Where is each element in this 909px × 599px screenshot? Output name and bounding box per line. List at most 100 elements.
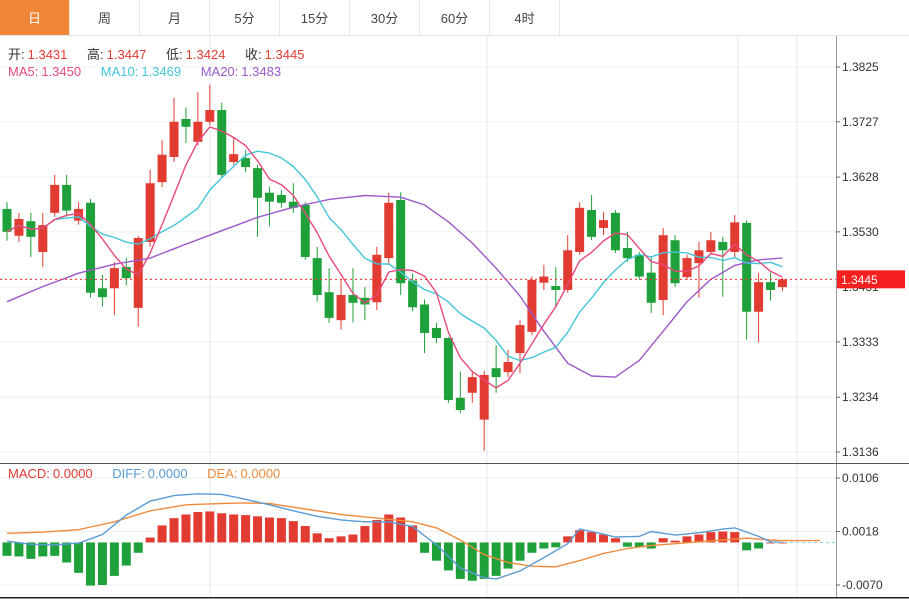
ma20-value: 1.3483: [241, 64, 282, 79]
candle-body: [145, 183, 155, 242]
close-label: 收:: [245, 47, 262, 62]
macd-histogram-bar: [610, 538, 620, 543]
macd-histogram-bar: [396, 517, 406, 543]
macd-histogram-bar: [360, 526, 370, 543]
price-axis-label: 1.3333: [842, 335, 879, 349]
candle-body: [634, 254, 644, 277]
open-value: 1.3431: [27, 47, 68, 62]
candle-body: [467, 377, 477, 393]
high-label: 高:: [87, 47, 104, 62]
macd-histogram-bar: [467, 542, 477, 581]
candle-body: [205, 110, 215, 122]
candle-body: [742, 222, 752, 312]
macd-histogram-bar: [348, 534, 358, 543]
candle-body: [86, 202, 96, 293]
candle-body: [62, 184, 72, 211]
candle-body: [109, 268, 119, 289]
macd-histogram-bar: [300, 526, 310, 543]
macd-axis-label: 0.0018: [842, 525, 879, 539]
macd-histogram-bar: [730, 532, 740, 543]
ohlc-high: 高: 1.3447: [87, 47, 146, 62]
low-value: 1.3424: [185, 47, 226, 62]
macd-histogram-bar: [622, 542, 632, 547]
ma20-label: MA20:: [200, 64, 239, 79]
candle-body: [730, 222, 740, 252]
macd-axis-label: 0.0106: [842, 471, 879, 485]
macd-histogram-bar: [62, 542, 72, 563]
macd-histogram-bar: [670, 540, 680, 543]
tab-15min[interactable]: 15分: [280, 0, 350, 35]
macd-histogram-bar: [551, 542, 561, 548]
macd-histogram-bar: [599, 534, 608, 543]
tab-30min[interactable]: 30分: [350, 0, 420, 35]
close-value: 1.3445: [264, 47, 305, 62]
macd-histogram-bar: [563, 536, 573, 543]
tab-4hour[interactable]: 4时: [490, 0, 560, 35]
macd-histogram-bar: [264, 517, 274, 543]
macd-histogram-bar: [74, 542, 84, 573]
macd-histogram-bar: [133, 542, 143, 553]
candle-body: [527, 279, 537, 332]
candle-body: [515, 325, 525, 354]
macd-histogram-bar: [515, 542, 525, 561]
macd-histogram-bar: [312, 533, 322, 543]
candle-body: [408, 280, 418, 308]
macd-histogram-bar: [718, 531, 728, 543]
tab-day[interactable]: 日: [0, 0, 70, 35]
macd-histogram-bar: [431, 542, 441, 561]
ohlc-close: 收: 1.3445: [245, 47, 304, 62]
macd-histogram-bar: [527, 542, 537, 553]
tab-month[interactable]: 月: [140, 0, 210, 35]
candle-body: [646, 272, 656, 303]
candle-body: [622, 248, 632, 259]
ma5-value: 1.3450: [41, 64, 82, 79]
candle-body: [455, 397, 465, 411]
macd-histogram-bar: [742, 542, 752, 551]
candle-body: [241, 158, 251, 168]
candle-body: [193, 121, 203, 142]
macd-label: MACD:: [8, 466, 50, 481]
candle-body: [706, 240, 716, 252]
macd-histogram-bar: [587, 532, 597, 543]
tab-week[interactable]: 周: [70, 0, 140, 35]
candle-body: [97, 288, 107, 298]
diff-line: [6, 493, 783, 580]
macd-histogram-bar: [229, 514, 239, 543]
macd-histogram-bar: [276, 518, 286, 543]
candle-body: [288, 201, 298, 208]
candle-body: [396, 199, 406, 284]
candle-body: [718, 241, 728, 251]
tab-5min[interactable]: 5分: [210, 0, 280, 35]
candle-body: [360, 297, 370, 305]
current-price-badge: [837, 270, 905, 289]
macd-histogram-bar: [658, 538, 668, 543]
candle-body: [563, 250, 573, 290]
macd-histogram-bar: [336, 536, 346, 543]
macd-histogram-bar: [97, 542, 107, 585]
macd-histogram-bar: [575, 530, 585, 543]
macd-histogram-bar: [706, 532, 716, 543]
candle-body: [599, 220, 608, 228]
candle-body: [38, 225, 48, 252]
price-axis-label: 1.3628: [842, 170, 879, 184]
candle-body: [551, 286, 561, 290]
candle-body: [503, 362, 513, 373]
dea-line: [6, 502, 820, 568]
macd-histogram-bar: [2, 542, 12, 556]
candle-body: [169, 121, 179, 157]
macd-axis-label: -0.0070: [842, 578, 883, 592]
macd-histogram-bar: [109, 542, 119, 576]
macd-histogram-bar: [26, 542, 36, 559]
tab-60min[interactable]: 60分: [420, 0, 490, 35]
candle-body: [300, 205, 310, 257]
candle-body: [229, 154, 239, 162]
ma10-label: MA10:: [100, 64, 139, 79]
open-label: 开:: [8, 47, 25, 62]
candle-body: [372, 254, 382, 303]
macd-histogram-bar: [241, 515, 251, 543]
candle-body: [74, 208, 84, 221]
macd-histogram-bar: [157, 525, 167, 543]
macd-histogram-bar: [14, 542, 24, 557]
